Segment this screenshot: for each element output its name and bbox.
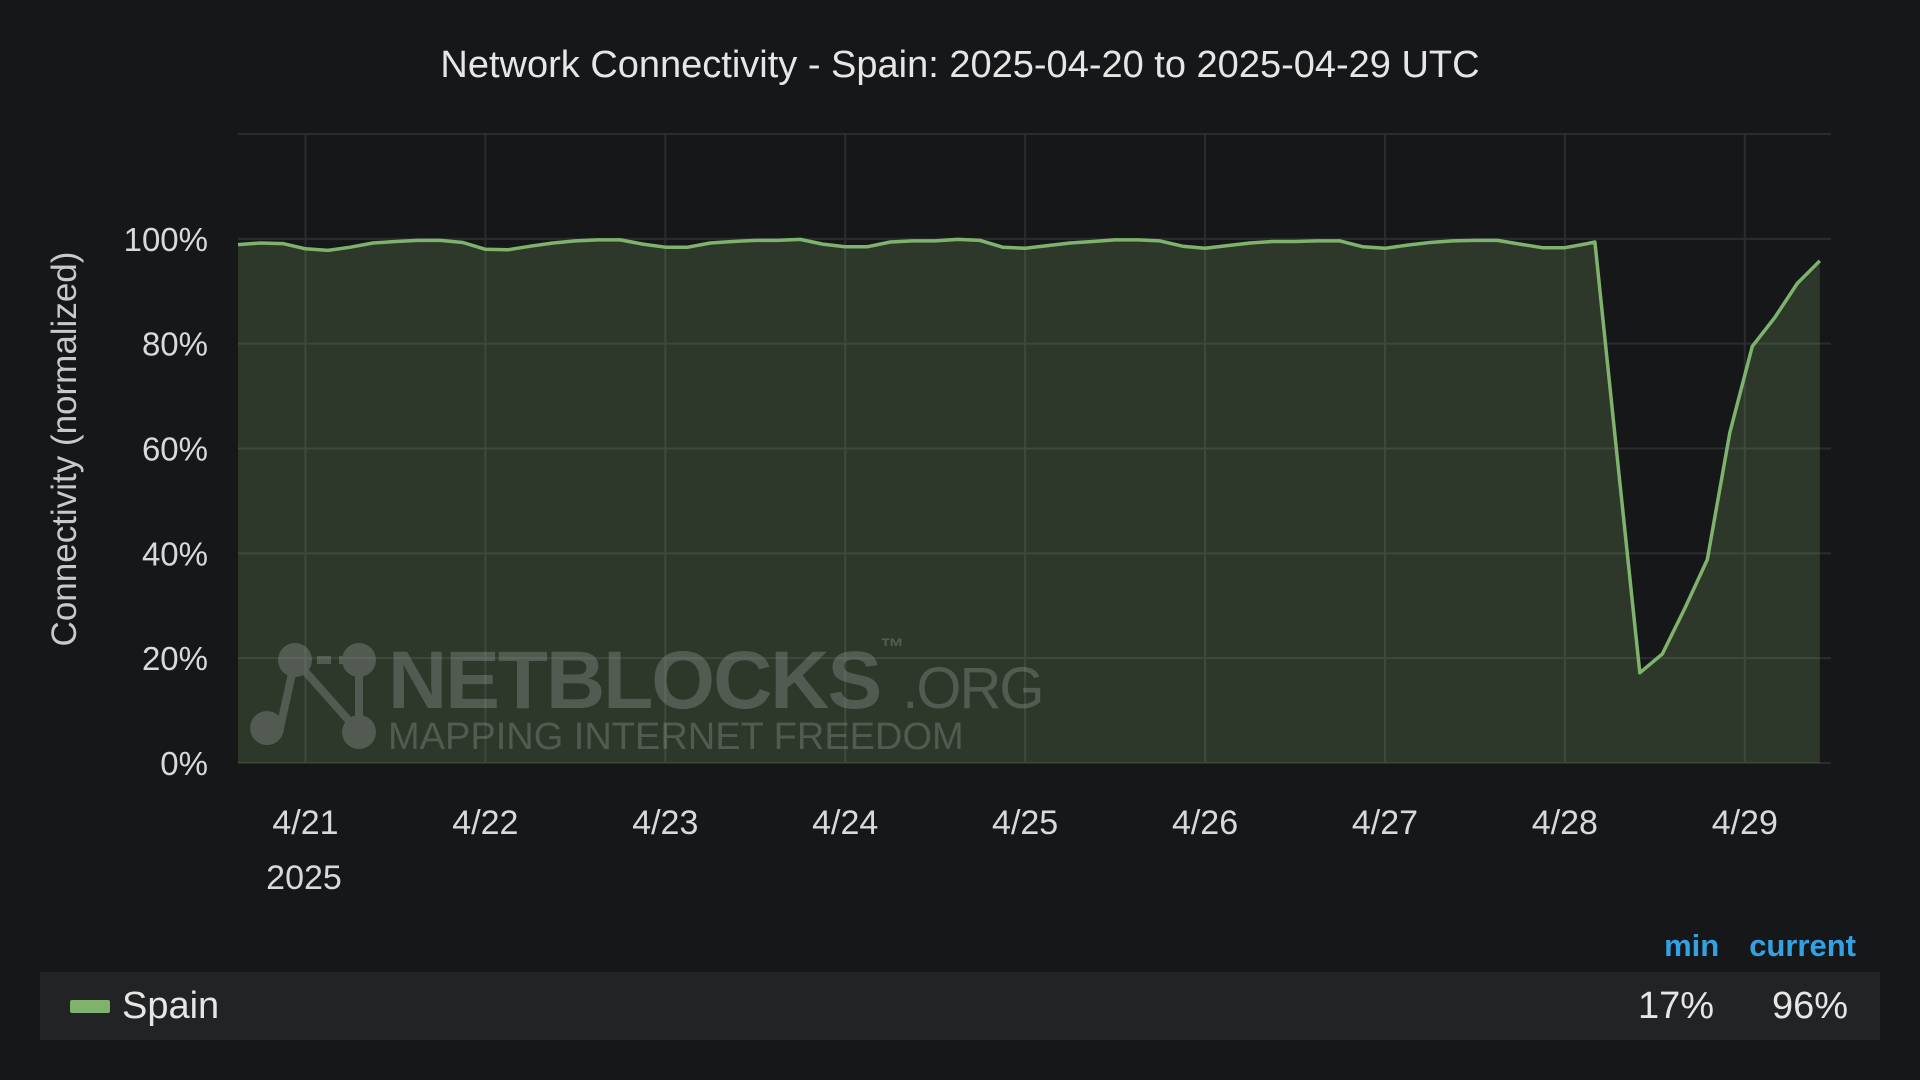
series-area-spain [238, 239, 1820, 763]
legend-series-name[interactable]: Spain [122, 984, 220, 1027]
y-tick-label: 60% [142, 431, 208, 468]
x-tick-label: 4/23 [632, 804, 698, 842]
x-tick-label: 4/24 [812, 804, 878, 842]
legend-color-swatch[interactable] [70, 999, 110, 1013]
y-tick-label: 100% [124, 221, 208, 258]
y-tick-label: 40% [142, 535, 208, 572]
legend-current-value: 96% [1771, 984, 1848, 1027]
watermark-tagline: MAPPING INTERNET FREEDOM [388, 716, 964, 758]
y-tick-label: 20% [142, 640, 208, 677]
x-axis-year-label: 2025 [266, 859, 342, 897]
x-tick-label: 4/28 [1532, 804, 1598, 842]
legend-header-min[interactable]: min [1664, 928, 1720, 963]
y-tick-label: 0% [160, 745, 208, 782]
series-line-spain [237, 237, 1822, 675]
chart-plot[interactable]: 0% 20% 40% 60% 80% 100% 4/21 4/22 4/23 4/24 4/25 4/… [0, 0, 1920, 900]
netblocks-logo-icon [250, 643, 376, 749]
watermark-wordmark: NETBLOCKS™.ORG [388, 634, 1044, 726]
legend-header: min current [1664, 928, 1856, 968]
chart-title: Network Connectivity - Spain: 2025-04-20… [440, 44, 1480, 86]
x-tick-label: 4/29 [1712, 804, 1778, 842]
x-tick-label: 4/25 [992, 804, 1058, 842]
legend-min-value: 17% [1637, 984, 1714, 1027]
x-tick-label: 4/22 [452, 804, 518, 842]
legend-header-current[interactable]: current [1749, 928, 1856, 963]
x-tick-label: 4/21 [272, 804, 338, 842]
x-tick-label: 4/26 [1172, 804, 1238, 842]
y-axis-label: Connectivity (normalized) [45, 252, 84, 647]
x-tick-label: 4/27 [1352, 804, 1418, 842]
legend-row-spain[interactable]: Spain 17% 96% [40, 972, 1880, 1040]
y-tick-label: 80% [142, 326, 208, 363]
